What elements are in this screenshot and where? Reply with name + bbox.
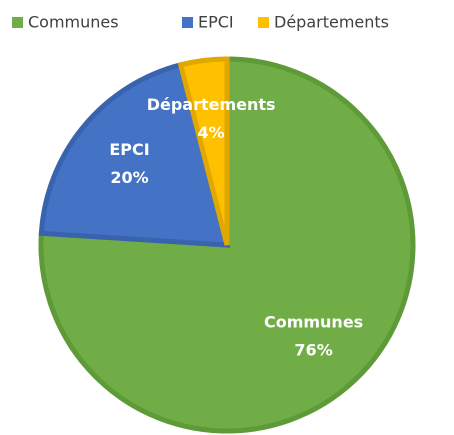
legend-swatch — [258, 17, 269, 28]
slice-value: 4% — [198, 123, 225, 142]
slice-category: Départements — [147, 95, 276, 114]
legend-label: Départements — [274, 13, 389, 32]
slice-value: 76% — [294, 341, 332, 360]
pie-slice — [38, 61, 231, 248]
slice-category: EPCI — [109, 140, 149, 159]
pie-slice — [177, 56, 230, 246]
legend-swatch — [182, 17, 193, 28]
legend-swatch — [12, 17, 23, 28]
slice-value: 20% — [110, 168, 148, 187]
legend-label: Communes — [28, 13, 119, 32]
legend-label: EPCI — [198, 13, 234, 32]
slice-category: Communes — [264, 313, 363, 332]
